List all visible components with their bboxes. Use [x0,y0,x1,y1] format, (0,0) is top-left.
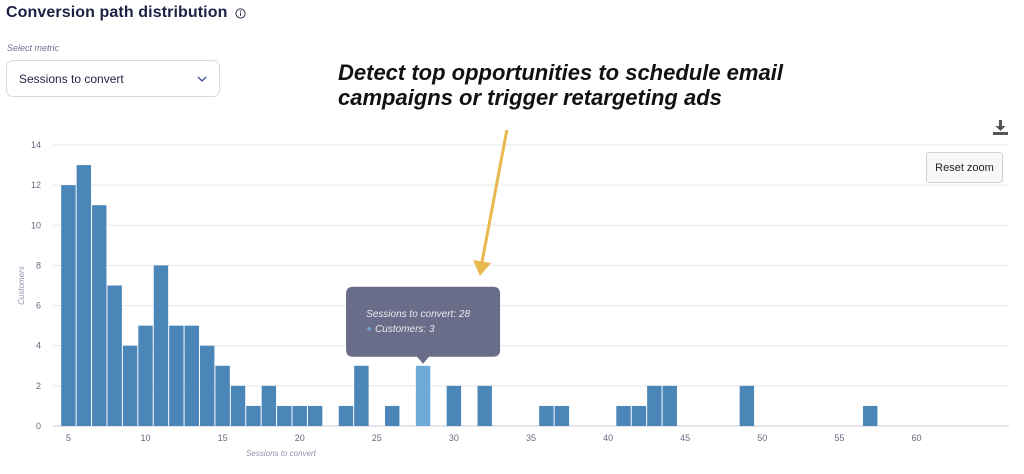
annotation-callout: Detect top opportunities to schedule ema… [338,60,858,110]
bar [631,405,647,426]
bar [292,405,307,426]
bar [662,385,677,426]
x-tick-label: 25 [372,433,382,443]
bar [230,385,246,426]
x-tick-label: 45 [680,433,690,443]
y-tick-label: 10 [31,220,41,230]
callout-line-2: campaigns or trigger retargeting ads [338,85,722,110]
x-tick-label: 15 [218,433,228,443]
chart-header: Conversion path distribution [6,4,247,22]
bar [277,405,292,426]
tooltip-line-1: Sessions to convert: 28 [366,309,470,320]
bar [169,325,184,426]
bar [385,405,400,426]
y-tick-label: 4 [36,341,41,351]
y-tick-label: 12 [31,180,41,190]
annotation-arrowhead [473,260,491,276]
y-tick-label: 14 [31,140,41,150]
y-tick-label: 2 [36,381,41,391]
download-icon[interactable] [992,119,1009,136]
y-tick-label: 0 [36,421,41,431]
bar [246,405,261,426]
x-tick-label: 40 [603,433,613,443]
callout-line-1: Detect top opportunities to schedule ema… [338,60,783,85]
tooltip-series-marker [367,326,371,331]
info-icon[interactable] [235,7,247,19]
bar [122,345,138,426]
bar [307,405,323,426]
bar [554,405,570,426]
bar-highlighted [415,365,431,426]
x-tick-label: 35 [526,433,536,443]
bar [863,405,878,426]
tooltip-line-2: Customers: 3 [375,324,435,335]
bar [354,365,369,426]
bar [153,265,169,426]
bar [76,165,92,427]
bar [338,405,354,426]
bar [446,385,462,426]
bar [616,405,631,426]
bar [184,325,199,426]
histogram-chart: 0 2 4 6 8 10 12 14 5 10 15 20 25 30 35 40 45 50 55 60 Sessio… [17,130,1009,458]
bar [199,345,215,426]
x-tick-label: 10 [141,433,151,443]
bar [739,385,755,426]
select-metric-label: Select metric [7,43,60,53]
x-tick-label: 5 [66,433,71,443]
bar [261,385,277,426]
bar [539,405,554,426]
x-tick-label: 60 [911,433,921,443]
y-axis-title: Customers [17,266,26,305]
tooltip-background [346,286,501,364]
x-tick-label: 30 [449,433,459,443]
bar [215,365,230,426]
bar-tooltip: Sessions to convert: 28 Customers: 3 [346,286,501,364]
chevron-down-icon [197,76,207,82]
x-tick-label: 55 [834,433,844,443]
metric-select-value: Sessions to convert [19,71,124,86]
bar [138,325,153,426]
metric-select[interactable]: Sessions to convert [6,60,220,97]
bar [477,385,492,426]
y-tick-label: 8 [36,260,41,270]
annotation-arrow [480,130,509,264]
y-tick-label: 6 [36,301,41,311]
bar [647,385,662,426]
page-title: Conversion path distribution [6,4,228,21]
x-tick-label: 20 [295,433,305,443]
bar [61,185,76,426]
x-tick-label: 50 [757,433,767,443]
bar [107,285,122,426]
bar [92,205,107,426]
x-axis-title: Sessions to convert [246,449,317,458]
reset-zoom-button[interactable]: Reset zoom [926,152,1003,183]
